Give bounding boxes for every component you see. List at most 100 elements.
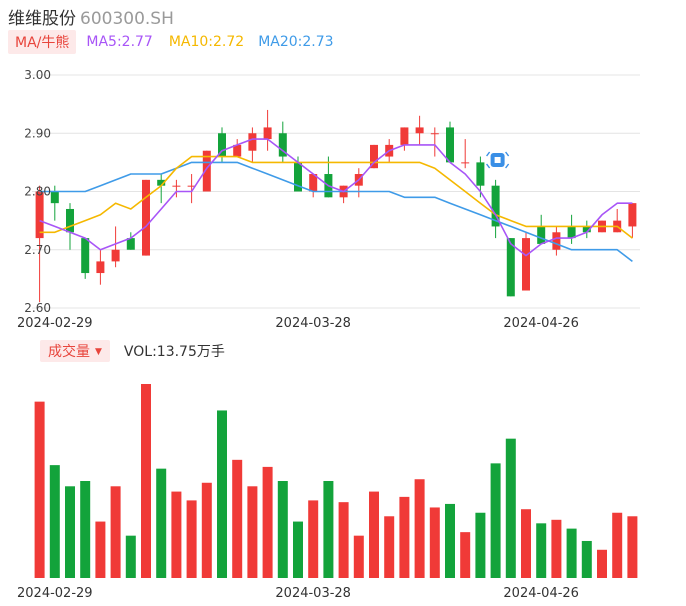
candle-body bbox=[126, 238, 135, 250]
volume-bar bbox=[277, 481, 288, 578]
y-tick-label: 2.70 bbox=[24, 243, 51, 257]
candle-body bbox=[415, 127, 424, 134]
ma-legend: MA/牛熊 MA5:2.77 MA10:2.72 MA20:2.73 bbox=[8, 30, 334, 54]
ma20-line bbox=[39, 161, 633, 263]
stock-header: 维维股份 600300.SH bbox=[8, 4, 174, 29]
volume-bar bbox=[612, 512, 623, 578]
candle-body bbox=[628, 203, 637, 227]
volume-bar bbox=[156, 468, 167, 578]
candle-body bbox=[202, 150, 211, 192]
ma10-line bbox=[39, 155, 633, 239]
candle-body bbox=[172, 185, 181, 187]
candle-body bbox=[294, 162, 302, 192]
volume-bar bbox=[369, 491, 379, 578]
candlestick-series bbox=[35, 109, 637, 303]
volume-bar bbox=[308, 500, 319, 578]
y-tick-label: 2.80 bbox=[24, 185, 51, 199]
candle-body bbox=[35, 191, 44, 239]
candle-body bbox=[461, 162, 470, 164]
volume-legend: 成交量 ▼ VOL:13.75万手 bbox=[40, 340, 225, 362]
y-tick-label: 2.60 bbox=[24, 301, 51, 315]
volume-button-label: 成交量 bbox=[48, 344, 90, 360]
volume-x-tick-label: 2024-04-26 bbox=[503, 586, 579, 601]
candle-body bbox=[248, 133, 257, 151]
volume-bar bbox=[232, 459, 243, 578]
volume-bar bbox=[95, 521, 106, 578]
volume-bar bbox=[399, 496, 410, 578]
candle-body bbox=[233, 144, 242, 157]
price-x-tick-label: 2024-03-28 bbox=[275, 316, 351, 331]
candle-body bbox=[537, 226, 546, 244]
stock-name: 维维股份 bbox=[8, 9, 76, 29]
event-marker-glyph bbox=[494, 157, 501, 163]
volume-bar bbox=[262, 466, 273, 578]
volume-bar bbox=[536, 523, 547, 578]
candle-body bbox=[552, 232, 561, 250]
volume-bar bbox=[201, 482, 212, 578]
candle-body bbox=[491, 185, 500, 227]
price-x-tick-label: 2024-04-26 bbox=[503, 316, 579, 331]
candle-body bbox=[218, 133, 226, 157]
volume-bar bbox=[110, 486, 121, 578]
event-marker-rays bbox=[486, 151, 510, 169]
ma-indicator-button[interactable]: MA/牛熊 bbox=[8, 30, 77, 54]
candle-body bbox=[187, 185, 196, 187]
volume-bar bbox=[49, 465, 60, 578]
candle-body bbox=[81, 238, 90, 274]
volume-x-tick-label: 2024-03-28 bbox=[275, 586, 351, 601]
volume-bar bbox=[34, 401, 45, 578]
volume-bar bbox=[597, 549, 607, 578]
volume-bar bbox=[247, 486, 258, 578]
volume-bar bbox=[338, 502, 349, 578]
volume-bar bbox=[429, 507, 440, 578]
y-tick-label: 3.00 bbox=[24, 68, 51, 82]
candle-body bbox=[142, 179, 150, 256]
candle-body bbox=[263, 127, 272, 140]
volume-bar bbox=[490, 463, 501, 578]
candle-body bbox=[582, 226, 591, 233]
volume-bar bbox=[125, 535, 136, 578]
volume-bar bbox=[551, 519, 562, 578]
ma10-legend-label: MA10:2.72 bbox=[168, 34, 245, 50]
dropdown-caret-icon: ▼ bbox=[95, 347, 102, 357]
candle-body bbox=[96, 261, 105, 274]
volume-bar bbox=[521, 509, 531, 578]
candle-body bbox=[157, 179, 166, 186]
event-marker-icon[interactable] bbox=[486, 151, 510, 169]
candle-body bbox=[370, 144, 378, 169]
ma5-legend-label: MA5:2.77 bbox=[86, 34, 153, 50]
volume-bar bbox=[293, 521, 303, 578]
ma20-legend-label: MA20:2.73 bbox=[258, 34, 334, 50]
volume-bar bbox=[65, 486, 75, 578]
moving-average-lines bbox=[39, 138, 633, 263]
ma5-line bbox=[39, 138, 633, 257]
volume-bar bbox=[505, 438, 516, 578]
volume-bar bbox=[581, 540, 592, 578]
candle-body bbox=[522, 238, 530, 291]
candle-body bbox=[567, 226, 576, 239]
volume-bar bbox=[141, 384, 151, 578]
candle-body bbox=[278, 133, 287, 157]
candle-body bbox=[50, 191, 59, 204]
volume-bar bbox=[384, 516, 395, 578]
stock-code: 600300.SH bbox=[80, 9, 174, 29]
candle-body bbox=[66, 208, 74, 233]
y-tick-label: 2.90 bbox=[24, 126, 51, 140]
volume-bar bbox=[171, 491, 182, 578]
volume-bar bbox=[414, 479, 425, 578]
candle-body bbox=[506, 238, 515, 297]
volume-value: VOL:13.75万手 bbox=[123, 344, 225, 360]
volume-indicator-button[interactable]: 成交量 ▼ bbox=[40, 340, 110, 362]
volume-bar bbox=[566, 528, 577, 578]
price-axis-labels: 3.00 2.90 2.80 2.70 2.60 bbox=[24, 68, 51, 315]
date-axis-labels: 2024-02-29 2024-02-29 2024-03-28 2024-03-28… bbox=[17, 316, 579, 601]
candle-body bbox=[400, 127, 409, 145]
candle-body bbox=[476, 162, 485, 186]
volume-x-tick-label: 2024-02-29 bbox=[17, 586, 93, 601]
volume-bars bbox=[34, 384, 638, 578]
volume-bar bbox=[627, 516, 638, 578]
volume-bar bbox=[460, 532, 471, 578]
volume-bar bbox=[475, 512, 486, 578]
volume-bar bbox=[217, 410, 227, 578]
